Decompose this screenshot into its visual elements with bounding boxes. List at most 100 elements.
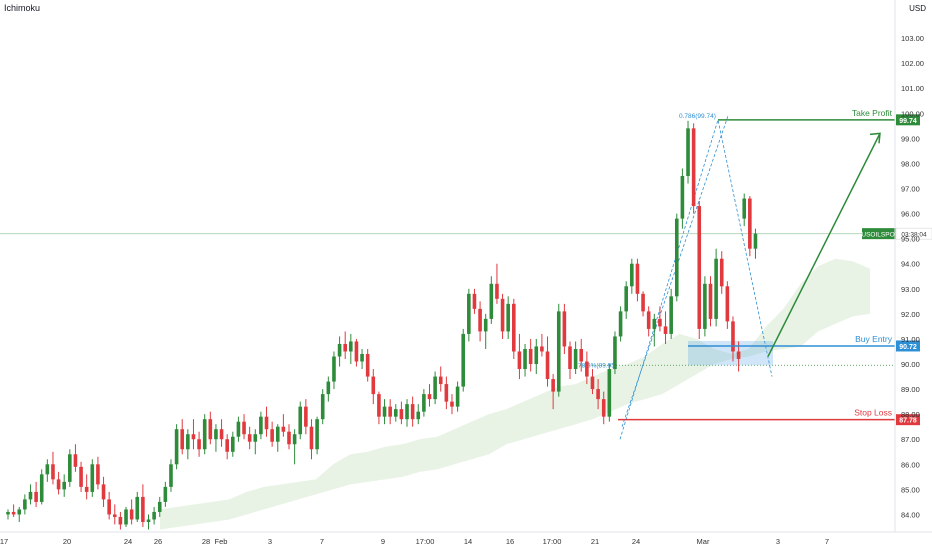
price-tick-label: 87.00 bbox=[901, 435, 920, 444]
candle-body bbox=[416, 411, 421, 420]
price-tick-label: 98.00 bbox=[901, 159, 920, 168]
candle-body bbox=[652, 318, 657, 329]
time-tick-label: Mar bbox=[697, 537, 710, 546]
time-tick-label: 28 bbox=[202, 537, 210, 546]
candle-body bbox=[135, 496, 140, 520]
candle-body bbox=[703, 283, 707, 329]
candle-body bbox=[112, 514, 117, 517]
candle-body bbox=[410, 404, 415, 420]
take-profit-label: Take Profit bbox=[852, 108, 893, 118]
symbol-badge-text: USOILSPOT bbox=[861, 232, 898, 239]
candle-body bbox=[579, 348, 584, 362]
candle-body bbox=[736, 351, 741, 360]
price-tick-label: 85.00 bbox=[901, 485, 920, 494]
price-tick-label: 100.00 bbox=[901, 109, 924, 118]
candle-body bbox=[601, 399, 606, 417]
candle-body bbox=[174, 429, 179, 465]
candle-body bbox=[669, 296, 673, 334]
candle-body bbox=[377, 394, 381, 417]
candle-body bbox=[422, 394, 426, 412]
candle-body bbox=[275, 426, 280, 442]
buy-entry-label: Buy Entry bbox=[855, 334, 893, 344]
candle-body bbox=[596, 389, 600, 400]
candle-body bbox=[500, 298, 505, 332]
candle-body bbox=[523, 348, 527, 370]
candle-body bbox=[528, 348, 533, 365]
candle-body bbox=[506, 303, 510, 332]
candle-body bbox=[444, 384, 449, 402]
candle-body bbox=[663, 326, 668, 334]
candle-body bbox=[517, 351, 522, 370]
candle-body bbox=[349, 341, 353, 352]
candle-body bbox=[79, 466, 83, 487]
candle-body bbox=[405, 404, 409, 420]
candle-body bbox=[731, 321, 735, 352]
time-tick-label: Feb bbox=[215, 537, 228, 546]
candle-body bbox=[691, 128, 696, 207]
time-tick-label: 16 bbox=[506, 537, 514, 546]
time-tick-label: 21 bbox=[591, 537, 599, 546]
stop-loss-value: 87.78 bbox=[899, 418, 917, 425]
candle-body bbox=[438, 376, 443, 385]
candle-body bbox=[540, 346, 544, 352]
candle-body bbox=[365, 353, 370, 377]
indicator-label[interactable]: Ichimoku bbox=[4, 3, 41, 13]
candle-body bbox=[197, 439, 201, 450]
candle-body bbox=[478, 308, 482, 332]
entry-zone-rect bbox=[688, 340, 773, 366]
candle-body bbox=[450, 401, 454, 407]
price-axis[interactable]: 103.00 102.00 101.00 100.00 99.00 98.00 97.00 9… bbox=[0, 0, 932, 533]
price-tick-label: 88.00 bbox=[901, 410, 920, 419]
price-levels: Take Profit 99.74 Buy Entry 90.72 Stop Loss 8… bbox=[618, 108, 932, 426]
candle-body bbox=[624, 286, 628, 312]
time-tick-label: 9 bbox=[381, 537, 385, 546]
candle-body bbox=[236, 421, 241, 437]
candle-body bbox=[129, 509, 134, 520]
candle-body bbox=[304, 406, 308, 427]
candle-body bbox=[512, 303, 516, 352]
symbol-badge bbox=[862, 228, 898, 240]
candle-body bbox=[169, 464, 173, 487]
stop-loss-label: Stop Loss bbox=[854, 408, 892, 418]
candle-body bbox=[641, 293, 645, 312]
candle-body bbox=[607, 369, 612, 417]
price-tick-label: 93.00 bbox=[901, 285, 920, 294]
candle-body bbox=[590, 376, 595, 390]
candle-body bbox=[73, 454, 78, 467]
candle-body bbox=[270, 429, 274, 442]
buy-entry-value-badge bbox=[896, 340, 920, 352]
candle-body bbox=[180, 429, 185, 450]
candle-body bbox=[124, 509, 128, 525]
candle-body bbox=[264, 416, 269, 430]
candle-body bbox=[208, 419, 213, 440]
candle-body bbox=[483, 318, 488, 332]
price-tick-label: 102.00 bbox=[901, 59, 924, 68]
fib-label: 0.786(99.74) bbox=[679, 113, 716, 120]
candle-body bbox=[315, 419, 319, 450]
candle-body bbox=[56, 479, 61, 490]
candle-body bbox=[326, 381, 331, 395]
candle-body bbox=[618, 311, 623, 337]
buy-entry-zone bbox=[688, 340, 773, 366]
candle-body bbox=[28, 491, 33, 500]
time-tick-label: 24 bbox=[124, 537, 132, 546]
candle-body bbox=[152, 511, 156, 520]
projection-arrow bbox=[767, 132, 881, 357]
candle-body bbox=[714, 258, 718, 319]
candle-body bbox=[39, 474, 44, 502]
candle-body bbox=[6, 511, 10, 515]
candle-body bbox=[320, 394, 325, 420]
candle-body bbox=[455, 386, 460, 407]
currency-label[interactable]: USD bbox=[909, 4, 926, 13]
candle-body bbox=[186, 434, 190, 450]
time-tick-label: 20 bbox=[63, 537, 71, 546]
price-tick-label: 96.00 bbox=[901, 210, 920, 219]
candle-body bbox=[84, 486, 89, 492]
time-axis[interactable]: 17 20 24 26 28 Feb 3 7 9 17:00 14 16 17:00 21 24 Mar 3 7 bbox=[0, 537, 829, 546]
candle-body bbox=[214, 429, 218, 440]
time-badge bbox=[895, 227, 932, 240]
candle-body bbox=[719, 258, 724, 287]
candle-body bbox=[141, 496, 145, 522]
price-tick-label: 99.00 bbox=[901, 134, 920, 143]
